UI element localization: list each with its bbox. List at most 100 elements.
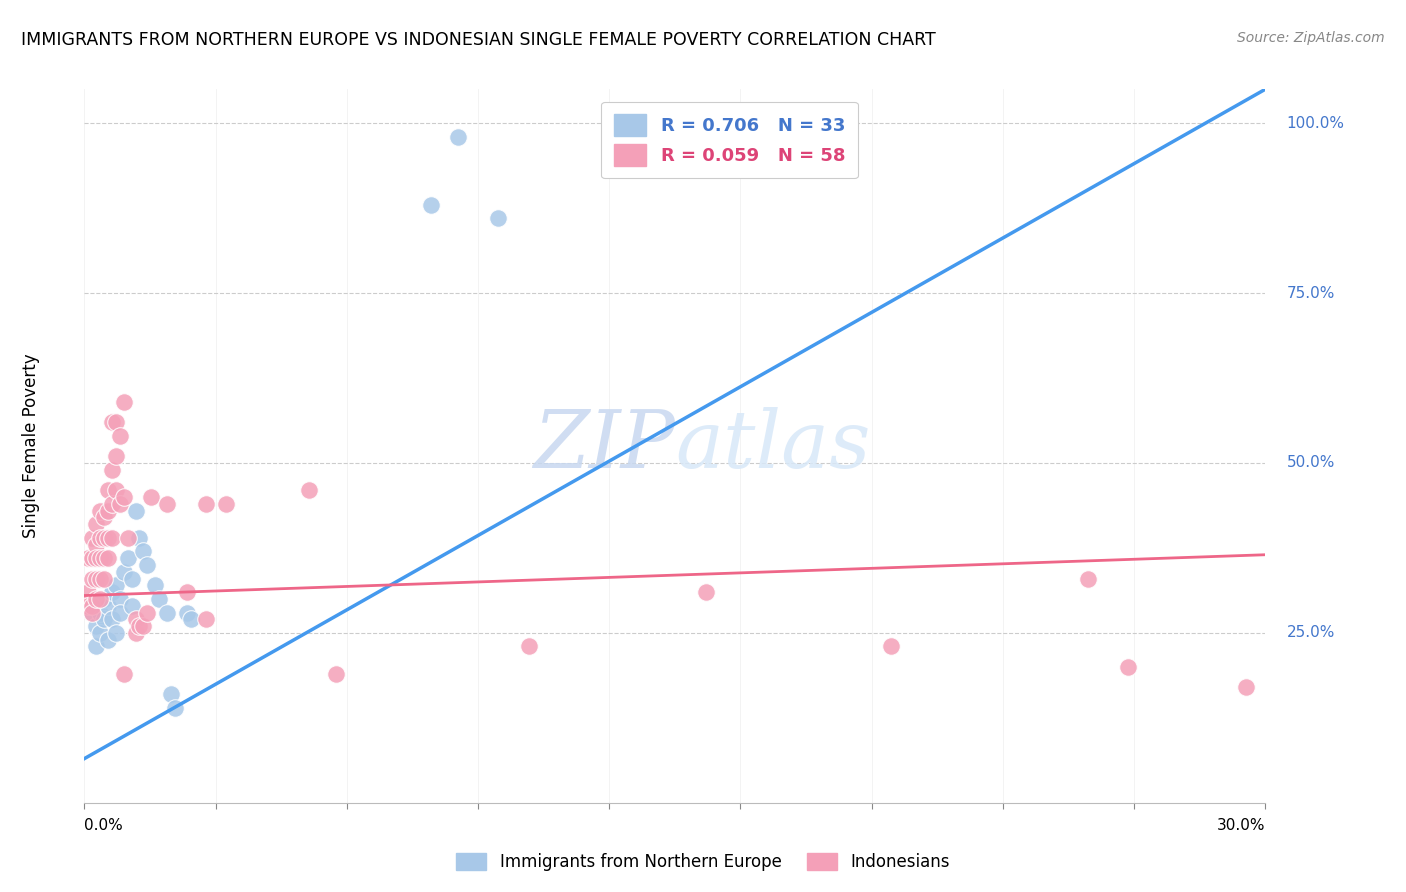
Point: [104, 483, 127, 498]
Point: [97, 483, 120, 498]
Text: Single Female Poverty: Single Female Poverty: [22, 354, 39, 538]
Point: [77, 551, 100, 566]
Point: [108, 429, 131, 443]
Point: [176, 606, 198, 620]
Point: [104, 449, 127, 463]
Point: [195, 497, 218, 511]
Point: [84, 619, 107, 633]
Text: 50.0%: 50.0%: [1286, 456, 1334, 470]
Text: ZIP: ZIP: [533, 408, 675, 484]
Point: [84, 640, 107, 654]
Point: [84, 572, 107, 586]
Text: atlas: atlas: [675, 408, 870, 484]
Point: [89, 572, 111, 586]
Point: [176, 585, 198, 599]
Point: [112, 394, 135, 409]
Point: [124, 503, 146, 517]
Point: [97, 531, 120, 545]
Point: [195, 612, 218, 626]
Point: [84, 517, 107, 532]
Text: 30.0%: 30.0%: [1218, 818, 1265, 832]
Point: [124, 612, 146, 626]
Point: [89, 531, 111, 545]
Text: Source: ZipAtlas.com: Source: ZipAtlas.com: [1237, 31, 1385, 45]
Point: [97, 632, 120, 647]
Point: [93, 531, 115, 545]
Point: [112, 565, 135, 579]
Point: [121, 599, 143, 613]
Point: [104, 415, 127, 429]
Point: [89, 626, 111, 640]
Point: [298, 483, 321, 498]
Legend: Immigrants from Northern Europe, Indonesians: Immigrants from Northern Europe, Indones…: [449, 845, 957, 880]
Point: [419, 198, 441, 212]
Point: [108, 606, 131, 620]
Point: [82, 606, 104, 620]
Text: IMMIGRANTS FROM NORTHERN EUROPE VS INDONESIAN SINGLE FEMALE POVERTY CORRELATION : IMMIGRANTS FROM NORTHERN EUROPE VS INDON…: [21, 31, 936, 49]
Point: [93, 551, 115, 566]
Point: [486, 211, 509, 226]
Text: 0.0%: 0.0%: [84, 818, 124, 832]
Point: [82, 531, 104, 545]
Point: [93, 510, 115, 524]
Point: [156, 497, 179, 511]
Point: [108, 497, 131, 511]
Point: [101, 585, 124, 599]
Point: [112, 666, 135, 681]
Point: [325, 666, 347, 681]
Point: [97, 551, 120, 566]
Point: [77, 585, 100, 599]
Point: [84, 537, 107, 551]
Point: [82, 551, 104, 566]
Point: [215, 497, 238, 511]
Point: [141, 490, 163, 504]
Point: [101, 463, 124, 477]
Point: [163, 700, 186, 714]
Point: [117, 531, 139, 545]
Point: [82, 599, 104, 613]
Point: [89, 503, 111, 517]
Point: [101, 415, 124, 429]
Point: [121, 572, 143, 586]
Point: [112, 490, 135, 504]
Point: [77, 599, 100, 613]
Point: [108, 591, 131, 606]
Legend: R = 0.706   N = 33, R = 0.059   N = 58: R = 0.706 N = 33, R = 0.059 N = 58: [602, 102, 858, 178]
Point: [93, 572, 115, 586]
Point: [117, 551, 139, 566]
Point: [89, 551, 111, 566]
Point: [880, 640, 903, 654]
Point: [124, 626, 146, 640]
Point: [89, 606, 111, 620]
Point: [128, 531, 150, 545]
Point: [1234, 680, 1257, 694]
Point: [97, 599, 120, 613]
Text: 75.0%: 75.0%: [1286, 285, 1334, 301]
Point: [93, 612, 115, 626]
Point: [143, 578, 166, 592]
Point: [160, 687, 183, 701]
Point: [84, 551, 107, 566]
Point: [156, 606, 179, 620]
Point: [104, 626, 127, 640]
Point: [180, 612, 202, 626]
Point: [84, 591, 107, 606]
Point: [128, 619, 150, 633]
Text: 100.0%: 100.0%: [1286, 116, 1344, 131]
Point: [1116, 660, 1139, 674]
Point: [82, 606, 104, 620]
Point: [82, 572, 104, 586]
Point: [101, 612, 124, 626]
Point: [93, 591, 115, 606]
Point: [132, 619, 155, 633]
Point: [1077, 572, 1099, 586]
Point: [447, 129, 470, 144]
Point: [97, 503, 120, 517]
Point: [104, 578, 127, 592]
Point: [148, 591, 170, 606]
Point: [101, 531, 124, 545]
Text: 25.0%: 25.0%: [1286, 625, 1334, 640]
Point: [517, 640, 540, 654]
Point: [89, 591, 111, 606]
Point: [695, 585, 717, 599]
